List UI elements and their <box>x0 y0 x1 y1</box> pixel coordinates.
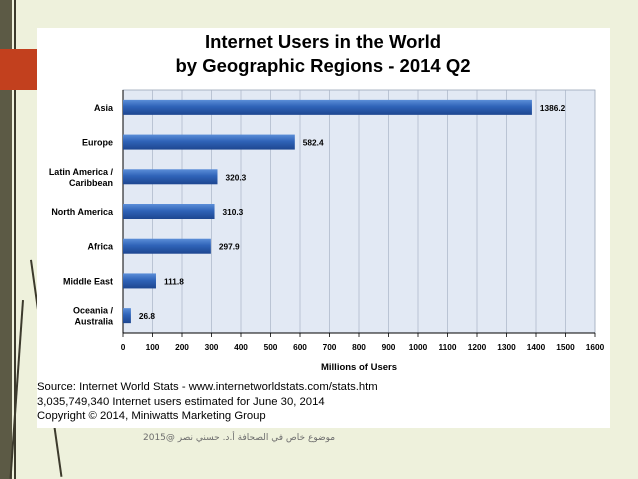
x-tick-label: 1000 <box>409 342 428 352</box>
accent-tab <box>0 49 37 90</box>
category-label: Asia <box>94 103 114 113</box>
bar <box>123 99 532 115</box>
x-tick-label: 0 <box>121 342 126 352</box>
data-label: 320.3 <box>225 172 246 182</box>
source-line: Source: Internet World Stats - www.inter… <box>37 381 378 393</box>
x-tick-label: 1100 <box>439 342 457 352</box>
x-tick-label: 500 <box>264 342 278 352</box>
category-label: Africa <box>87 242 114 252</box>
category-label: Middle East <box>63 276 113 286</box>
x-tick-label: 900 <box>382 342 396 352</box>
data-label: 310.3 <box>223 207 244 217</box>
data-label: 297.9 <box>219 242 240 252</box>
category-label: North America <box>51 207 114 217</box>
chart-subtitle: by Geographic Regions - 2014 Q2 <box>175 55 470 76</box>
chart-title: Internet Users in the World <box>205 31 441 52</box>
x-axis-label: Millions of Users <box>321 362 397 373</box>
x-tick-label: 100 <box>146 342 160 352</box>
x-tick-label: 200 <box>175 342 189 352</box>
bar <box>123 308 131 324</box>
footer-note: موضوع خاص في الصحافة أ.د. حسني نصر @2015 <box>143 433 336 443</box>
category-label: Caribbean <box>69 178 113 188</box>
x-tick-label: 1200 <box>468 342 487 352</box>
x-tick-label: 1300 <box>497 342 516 352</box>
x-tick-label: 600 <box>293 342 307 352</box>
chart-card: Internet Users in the World by Geographi… <box>37 28 610 428</box>
x-tick-label: 1500 <box>556 342 575 352</box>
bar <box>123 204 215 219</box>
bar <box>123 134 295 150</box>
data-label: 582.4 <box>303 138 324 148</box>
x-tick-label: 1600 <box>586 342 605 352</box>
copyright-line: Copyright © 2014, Miniwatts Marketing Gr… <box>37 410 266 422</box>
data-label: 1386.2 <box>540 103 566 113</box>
data-label: 26.8 <box>139 311 156 321</box>
category-label: Oceania / <box>73 306 114 316</box>
x-tick-label: 700 <box>323 342 337 352</box>
bar <box>123 273 156 289</box>
x-tick-label: 300 <box>205 342 219 352</box>
decorative-line <box>14 0 16 479</box>
bar-chart: Internet Users in the World by Geographi… <box>49 31 605 373</box>
category-label: Latin America / <box>49 167 114 177</box>
bar <box>123 169 218 185</box>
x-tick-label: 800 <box>352 342 366 352</box>
x-tick-label: 400 <box>234 342 248 352</box>
category-label: Europe <box>82 138 113 148</box>
left-decorative-band <box>0 0 12 479</box>
data-label: 111.8 <box>164 276 184 286</box>
bar <box>123 238 211 254</box>
users-estimate-line: 3,035,749,340 Internet users estimated f… <box>37 395 325 408</box>
category-label: Australia <box>74 317 114 327</box>
source-note: Source: Internet World Stats - www.inter… <box>37 380 610 424</box>
x-tick-label: 1400 <box>527 342 546 352</box>
